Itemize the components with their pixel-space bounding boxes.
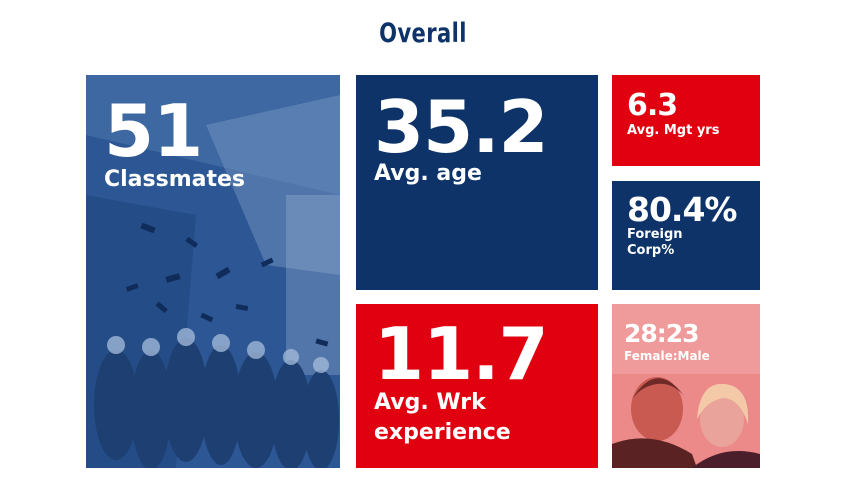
avg-age-tile: 35.2 Avg. age [356,75,598,290]
avg-age-label: Avg. age [374,161,482,186]
foreign-corp-tile: 80.4% Foreign Corp% [612,181,760,290]
foreign-corp-label-line2: Corp% [627,243,675,258]
gender-ratio-value: 28:23 [624,319,700,348]
classmates-value: 51 [104,89,203,173]
classmates-label: Classmates [104,167,246,192]
avg-work-tile: 11.7 Avg. Wrk experience [356,304,598,468]
graduation-photo [86,75,340,468]
avg-age-value: 35.2 [374,85,549,169]
avg-work-label-line1: Avg. Wrk [374,390,486,415]
foreign-corp-value: 80.4% [627,190,737,229]
avg-mgt-value: 6.3 [627,88,678,123]
classmates-tile: 51 Classmates [86,75,340,468]
avg-mgt-tile: 6.3 Avg. Mgt yrs [612,75,760,166]
page-title: Overall [379,18,467,49]
avg-work-value: 11.7 [374,312,549,396]
avg-mgt-label: Avg. Mgt yrs [627,123,720,138]
avg-work-label-line2: experience [374,420,511,445]
business-people-photo [612,304,760,468]
foreign-corp-label-line1: Foreign [627,227,683,242]
gender-ratio-tile: 28:23 Female:Male [612,304,760,468]
gender-ratio-label: Female:Male [624,349,710,363]
